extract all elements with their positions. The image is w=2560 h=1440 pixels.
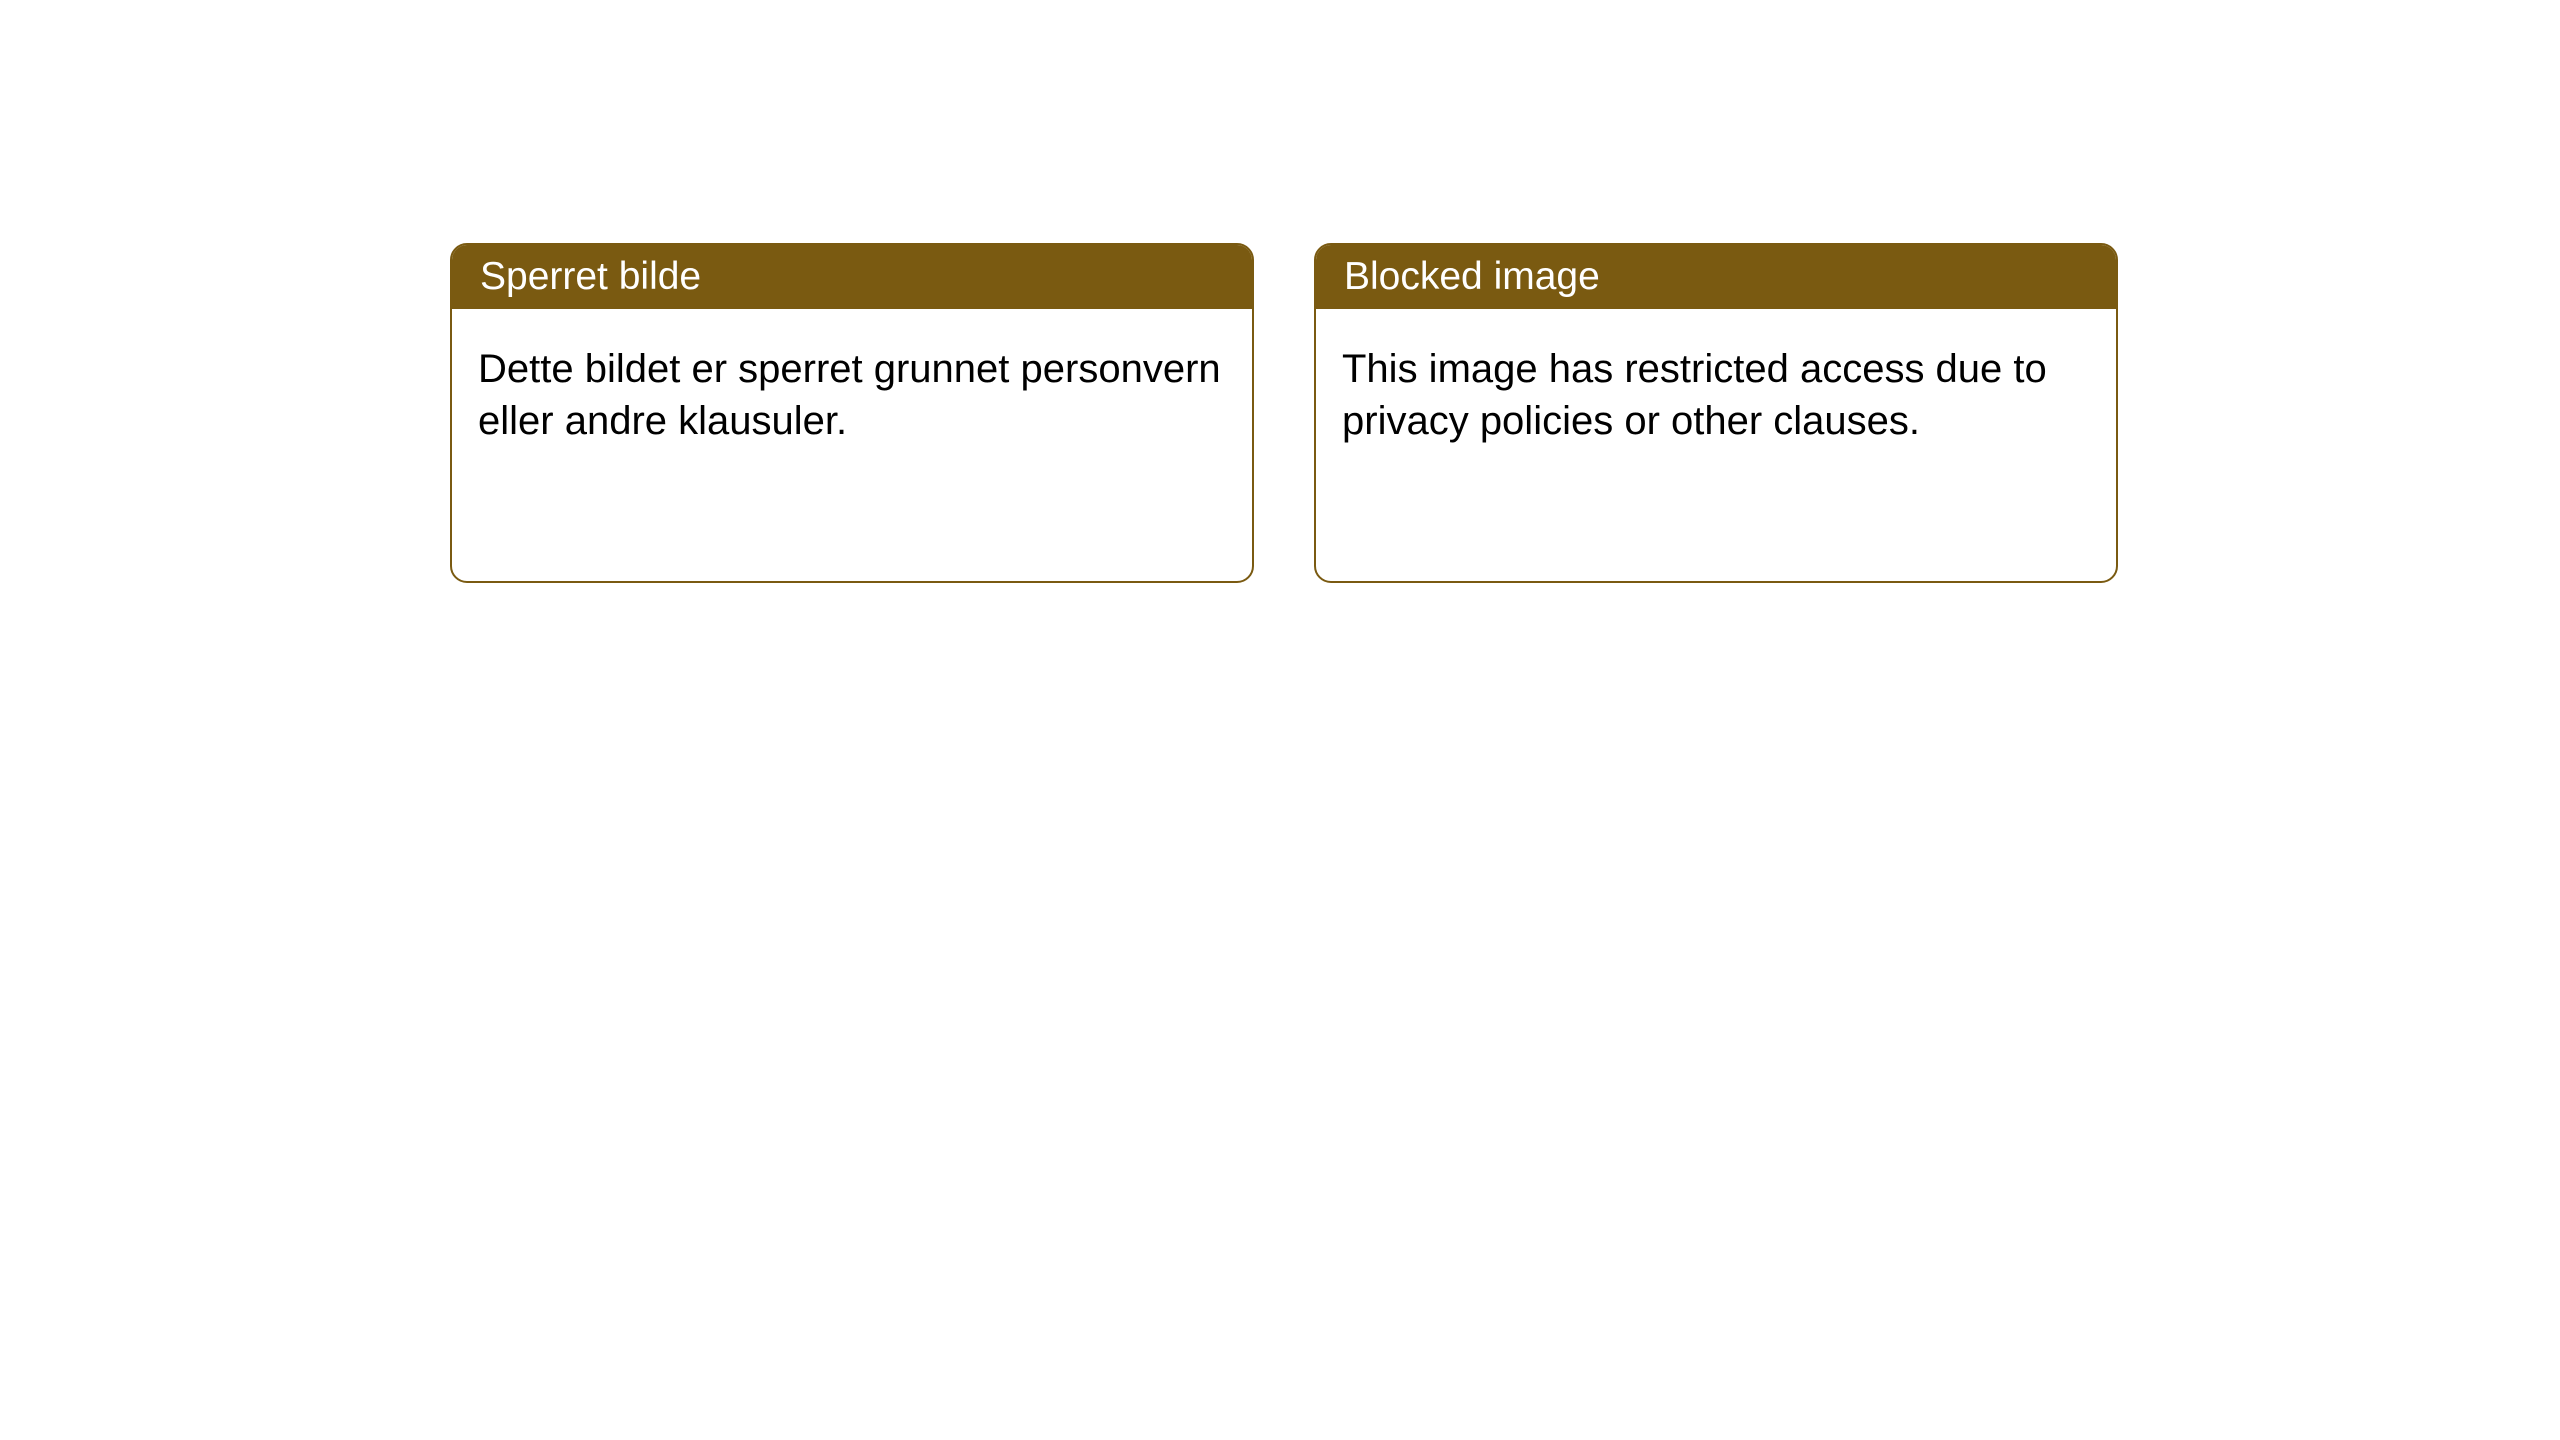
card-header: Blocked image: [1316, 245, 2116, 309]
card-body: This image has restricted access due to …: [1316, 309, 2116, 581]
notice-cards-container: Sperret bilde Dette bildet er sperret gr…: [0, 0, 2560, 583]
card-title: Blocked image: [1344, 255, 1600, 298]
card-body: Dette bildet er sperret grunnet personve…: [452, 309, 1252, 581]
notice-card-english: Blocked image This image has restricted …: [1314, 243, 2118, 583]
notice-card-norwegian: Sperret bilde Dette bildet er sperret gr…: [450, 243, 1254, 583]
card-message: Dette bildet er sperret grunnet personve…: [478, 343, 1226, 447]
card-title: Sperret bilde: [480, 255, 701, 298]
card-header: Sperret bilde: [452, 245, 1252, 309]
card-message: This image has restricted access due to …: [1342, 343, 2090, 447]
